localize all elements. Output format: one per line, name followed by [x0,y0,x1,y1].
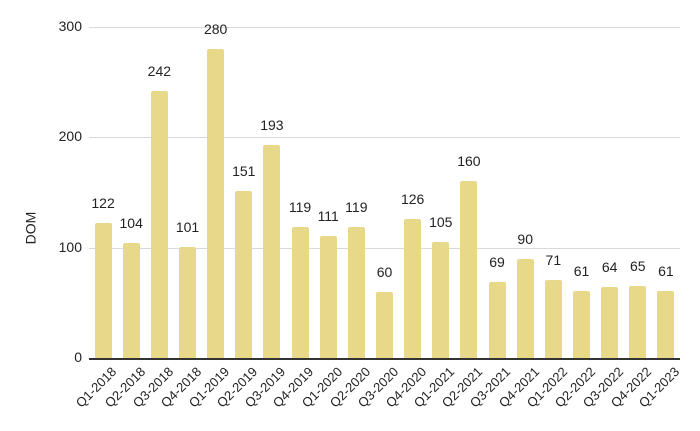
data-label: 104 [119,215,143,232]
axis-baseline [173,358,202,360]
gridline [89,137,680,138]
data-label: 71 [545,251,562,268]
data-label: 242 [147,62,172,79]
y-tick-label: 0 [74,349,82,365]
data-label: 65 [629,258,646,275]
bar [235,191,253,358]
bar [573,290,590,358]
axis-baseline [229,358,258,360]
axis-baseline [370,358,399,360]
bar [601,287,619,358]
data-label: 61 [658,262,674,279]
data-label: 280 [203,21,228,38]
axis-baseline [454,358,483,360]
axis-baseline [201,358,230,360]
bar [319,235,337,358]
data-label: 119 [345,198,368,215]
data-label: 126 [400,190,425,207]
axis-baseline [117,358,146,360]
axis-baseline [567,358,596,360]
bar [291,226,309,358]
bar [376,291,393,358]
bar [488,281,506,358]
axis-baseline [286,358,315,360]
axis-baseline [89,358,118,360]
data-label: 101 [175,218,200,235]
bar [460,181,478,358]
bar [122,243,140,358]
axis-baseline [426,358,455,360]
bar [347,226,365,358]
bar [544,279,562,358]
y-tick-label: 200 [58,128,82,145]
bar [629,286,647,358]
y-tick-label: 300 [58,18,82,34]
data-label: 69 [489,253,505,270]
data-label: 160 [457,153,481,170]
data-label: 60 [376,263,393,280]
axis-baseline [342,358,371,360]
gridline [89,27,680,28]
data-label: 122 [91,195,115,212]
y-tick-label: 100 [58,238,82,255]
axis-baseline [145,358,174,360]
axis-baseline [651,358,680,360]
data-label: 111 [317,207,339,224]
gridline [89,248,680,249]
axis-baseline [257,358,286,360]
bar [516,258,534,358]
bar [207,49,225,358]
bar [657,290,675,358]
bar [150,90,168,358]
data-label: 119 [288,198,312,215]
data-label: 151 [232,163,256,180]
y-axis-label: DOM [22,211,39,245]
axis-baseline [539,358,568,360]
data-label: 105 [429,214,453,231]
axis-baseline [398,358,427,360]
data-label: 61 [573,262,590,279]
data-label: 90 [517,230,533,247]
bar [263,145,281,358]
bar [94,223,112,358]
axis-baseline [314,358,343,360]
axis-baseline [595,358,624,360]
axis-baseline [511,358,540,360]
bar [404,218,422,358]
axis-baseline [623,358,652,360]
bar [432,242,450,358]
data-label: 193 [260,117,284,134]
data-label: 64 [601,259,618,276]
axis-baseline [483,358,512,360]
bar [179,246,196,358]
